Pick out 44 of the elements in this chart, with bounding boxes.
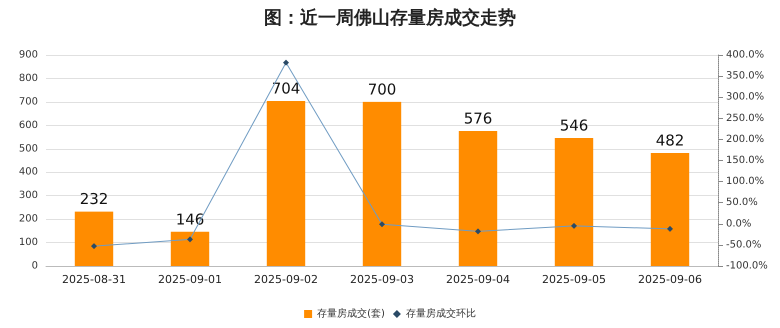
bar: [554, 138, 594, 266]
y-tick-label: 500: [18, 143, 38, 154]
data-label: 232: [80, 190, 108, 208]
y2-tick-label: -100.0%: [726, 260, 768, 272]
y2-tick-label: 300.0%: [726, 92, 764, 103]
y2-tick-label: 250.0%: [726, 112, 764, 124]
y2-tick-label: 0.0%: [726, 218, 752, 230]
data-label: 700: [368, 80, 396, 98]
y-tick-label: 600: [18, 120, 38, 131]
x-tick-label: 2025-09-01: [158, 273, 222, 286]
x-tick-label: 2025-09-05: [542, 273, 606, 286]
y-tick-label: 800: [18, 72, 38, 84]
x-tick-label: 2025-09-06: [638, 273, 702, 286]
x-tick-label: 2025-09-02: [254, 273, 318, 286]
y-tick-label: 0: [32, 260, 38, 272]
y2-tick-label: 50.0%: [726, 197, 758, 208]
bar: [170, 232, 210, 266]
y2-tick-label: -50.0%: [726, 239, 762, 250]
y2-tick-label: 400.0%: [726, 50, 764, 60]
y2-tick-label: 200.0%: [726, 134, 764, 145]
y2-tick-label: 350.0%: [726, 70, 764, 82]
bar: [362, 102, 402, 266]
bar: [266, 100, 306, 266]
chart-title: 图：近一周佛山存量房成交走势: [264, 8, 516, 28]
y-tick-label: 100: [18, 237, 38, 248]
bar: [650, 153, 690, 266]
data-label: 546: [560, 116, 588, 134]
x-tick-label: 2025-09-03: [350, 273, 414, 286]
x-tick-label: 2025-08-31: [62, 273, 126, 286]
legend-label: 存量房成交环比: [406, 308, 476, 320]
y-tick-label: 900: [18, 50, 38, 60]
y-tick-label: 200: [18, 214, 38, 225]
y-tick-label: 300: [18, 190, 38, 202]
data-label: 482: [656, 132, 684, 150]
y2-tick-label: 150.0%: [726, 155, 764, 166]
x-tick-label: 2025-09-04: [446, 273, 510, 286]
data-label: 576: [464, 109, 492, 128]
y2-tick-label: 100.0%: [726, 176, 764, 188]
bar: [458, 130, 498, 266]
data-label: 704: [272, 79, 300, 98]
legend-label: 存量房成交(套): [317, 308, 385, 320]
bar: [74, 212, 114, 266]
y-tick-label: 400: [18, 166, 38, 178]
y-tick-label: 700: [18, 96, 38, 108]
